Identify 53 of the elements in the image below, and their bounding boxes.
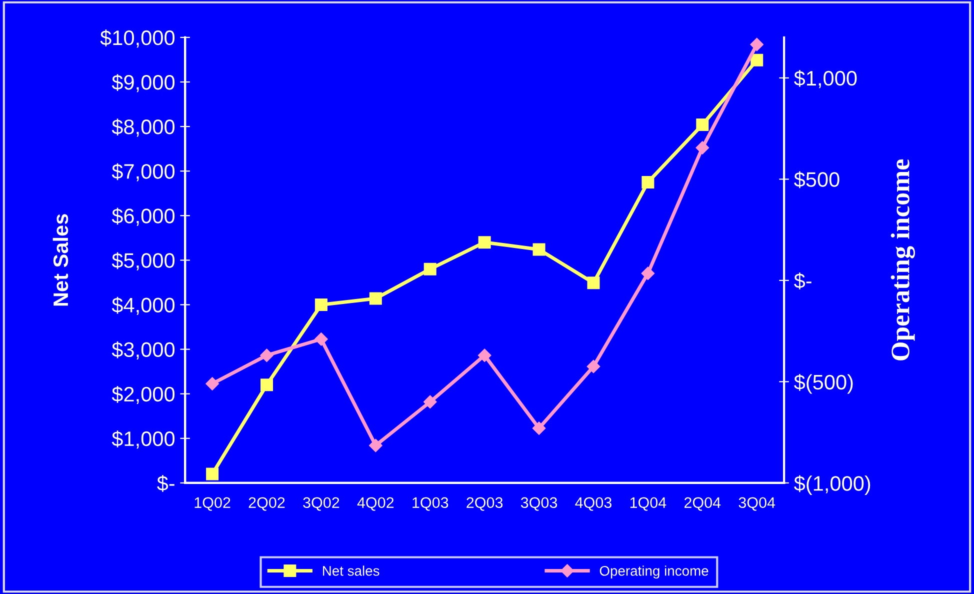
y-tick-label: $4,000 xyxy=(112,296,175,315)
y2-tick-label: $(500) xyxy=(794,374,853,394)
point xyxy=(532,422,546,435)
point xyxy=(260,348,274,362)
y2-tick-label: $500 xyxy=(794,171,840,188)
y-tick-label: $- xyxy=(157,475,174,492)
y-tick-label: $7,000 xyxy=(112,163,175,182)
y-tick-label: $9,000 xyxy=(112,74,175,92)
y-tick-label: $1,000 xyxy=(112,430,175,449)
x-tick-label: 2Q03 xyxy=(466,497,503,511)
legend-label: Net sales xyxy=(323,566,380,576)
point xyxy=(587,276,600,290)
y-tick-label: $2,000 xyxy=(112,386,175,404)
y-tick-label: $8,000 xyxy=(112,118,175,137)
y2-axis-title: Operating income xyxy=(890,159,915,360)
x-tick-label: 4Q02 xyxy=(357,497,394,511)
x-tick-label: 3Q02 xyxy=(303,497,340,511)
y-tick-label: $5,000 xyxy=(112,252,175,270)
point xyxy=(478,348,492,362)
point xyxy=(314,332,328,346)
point xyxy=(532,243,546,256)
point xyxy=(424,395,437,409)
x-tick-label: 1Q02 xyxy=(194,497,230,511)
x-tick-label: 2Q02 xyxy=(248,497,285,511)
point xyxy=(750,38,764,52)
x-tick-label: 2Q04 xyxy=(684,497,721,511)
point xyxy=(696,141,709,154)
y2-tick-label: $(1,000) xyxy=(794,475,870,495)
y2-tick-label: $1,000 xyxy=(794,70,857,88)
point xyxy=(260,378,273,392)
legend-label: Operating income xyxy=(600,566,708,579)
point xyxy=(206,468,219,480)
point xyxy=(641,266,655,280)
point xyxy=(424,262,436,276)
y-tick-label: $10,000 xyxy=(100,30,175,48)
x-tick-label: 1Q03 xyxy=(412,497,448,511)
y-tick-label: $6,000 xyxy=(112,208,175,226)
point xyxy=(750,54,764,66)
x-tick-label: 4Q03 xyxy=(575,497,612,511)
point xyxy=(586,360,600,374)
point xyxy=(642,176,654,188)
point xyxy=(314,298,328,311)
x-tick-label: 1Q04 xyxy=(630,497,666,511)
point xyxy=(369,438,382,452)
point xyxy=(478,236,491,249)
x-tick-label: 3Q03 xyxy=(520,497,558,511)
y-axis-title: Net Sales xyxy=(52,214,68,306)
point xyxy=(206,377,219,390)
point xyxy=(369,292,382,305)
y-tick-label: $3,000 xyxy=(112,341,175,360)
x-tick-label: 3Q04 xyxy=(738,497,776,511)
point xyxy=(696,118,709,131)
y2-tick-label: $- xyxy=(794,272,812,290)
